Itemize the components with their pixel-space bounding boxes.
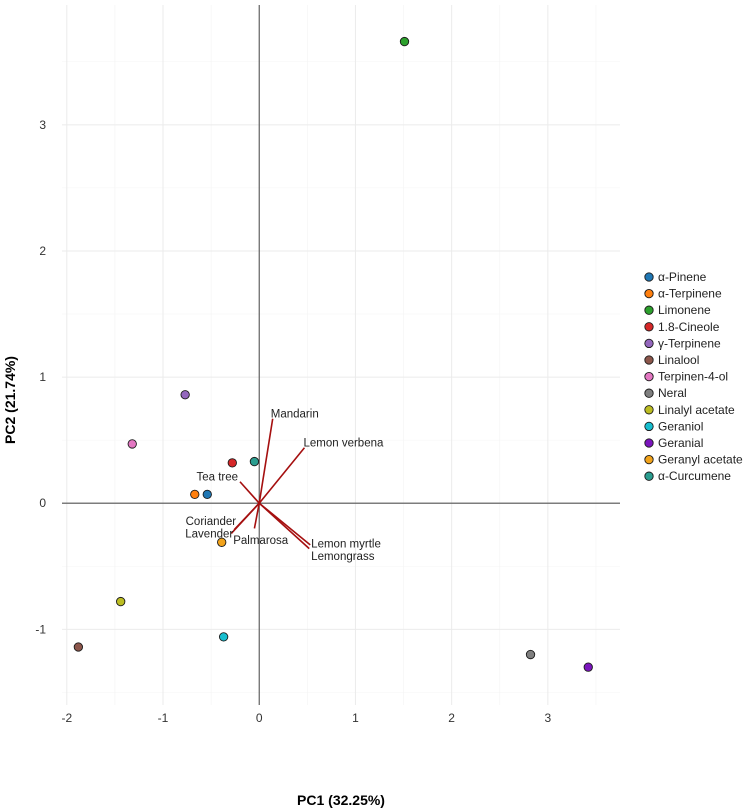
legend-label: Geranyl acetate [658,453,743,467]
x-axis-title: PC1 (32.25%) [297,792,385,808]
x-axis-ticks: -2 -1 0 1 2 3 [61,711,551,725]
scatter-point [583,662,593,672]
loading-arrow [258,502,310,550]
grid-lines [62,5,620,705]
legend-label: α-Pinene [658,270,707,284]
legend-marker [644,371,654,382]
scatter-point [73,642,84,652]
legend-label: Linalool [658,353,699,367]
loading-arrow [239,481,260,504]
legend-marker [644,322,654,332]
y-tick-label: 1 [39,370,46,384]
x-tick-label: -1 [158,711,169,725]
loading-vectors: Mandarin Lemon verbena Tea tree CorianderLa… [185,409,384,564]
scatter-point [249,456,260,467]
legend-label: α-Terpinene [658,287,722,301]
legend-label: γ-Terpinene [658,336,721,350]
loading-label: Lemon myrtle [311,539,381,551]
y-tick-label: 3 [39,118,46,132]
legend-marker [644,421,654,432]
scatter-point [525,649,536,660]
loading-label: Mandarin [271,409,319,421]
legend-marker [644,388,654,398]
legend: α-Pinene α-Terpinene Limonene 1.8-Cineole γ-… [644,270,743,483]
legend-marker [644,438,654,448]
loading-arrow [258,418,274,504]
scatter-points [73,36,593,672]
legend-marker [644,471,654,481]
y-tick-label: 2 [39,244,46,258]
x-tick-label: 3 [545,711,552,725]
legend-label: Geranial [658,436,703,450]
x-tick-label: -2 [61,711,72,725]
legend-label: Limonene [658,303,711,317]
legend-label: Linalyl acetate [658,403,735,417]
scatter-point [399,36,410,47]
legend-label: α-Curcumene [658,469,731,483]
legend-marker [644,454,654,465]
scatter-point [202,489,212,500]
scatter-point [180,390,190,400]
legend-label: Geraniol [658,419,703,433]
loading-label: Coriander [186,516,237,528]
reference-lines [62,5,620,705]
y-axis-title: PC2 (21.74%) [2,356,18,444]
scatter-point [116,596,126,607]
legend-marker [644,405,654,415]
loading-label: Palmarosa [233,535,289,547]
legend-marker [644,272,654,282]
y-tick-label: -1 [35,622,46,636]
y-tick-label: 0 [39,496,46,510]
loading-label: Lavender [185,528,233,540]
scatter-point [218,632,229,642]
legend-marker [644,288,654,299]
y-axis-ticks: -1 0 1 2 3 [35,118,46,637]
legend-marker [644,338,654,349]
loading-label: Lemon verbena [303,438,384,450]
legend-label: Terpinen-4-ol [658,370,728,384]
loading-label: Tea tree [196,472,238,484]
legend-marker [644,355,654,365]
x-tick-label: 0 [256,711,263,725]
loading-label: Lemongrass [311,551,375,563]
loading-arrow [258,447,306,504]
x-tick-label: 1 [352,711,359,725]
scatter-point [127,439,137,449]
legend-label: 1.8-Cineole [658,320,720,334]
scatter-point [190,489,200,500]
loading-arrow [253,503,261,529]
loading-arrow [230,502,260,535]
x-tick-label: 2 [448,711,455,725]
scatter-point [217,537,227,547]
scatter-point [227,458,237,468]
legend-label: Neral [658,386,687,400]
legend-marker [644,305,654,315]
